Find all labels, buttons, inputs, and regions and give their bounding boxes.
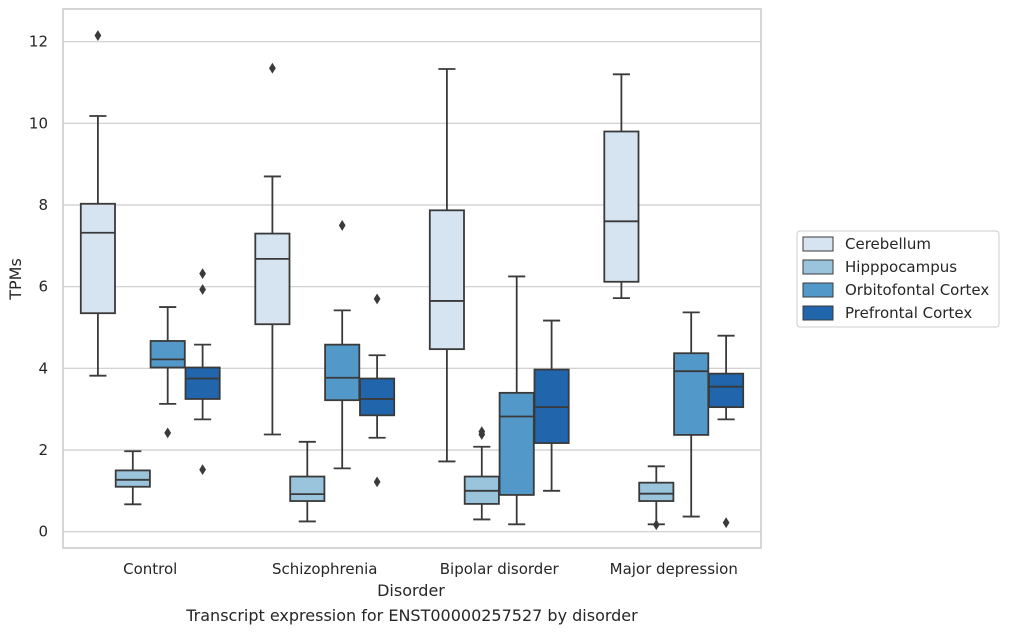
box-orbitofontal-cortex	[149, 306, 186, 439]
outlier-point	[199, 268, 206, 279]
box-cerebellum	[428, 68, 465, 463]
outlier-point	[269, 62, 276, 74]
box-cerebellum	[603, 73, 640, 300]
legend-label: Hipppocampus	[845, 258, 957, 276]
legend-swatch	[802, 305, 834, 321]
figure-caption: Transcript expression for ENST0000025752…	[186, 606, 638, 625]
box-iqr	[254, 232, 291, 326]
y-tick-label: 4	[38, 359, 48, 377]
outlier-point	[722, 517, 730, 529]
box-cerebellum	[254, 62, 291, 436]
box-iqr	[184, 366, 221, 400]
box-iqr	[603, 130, 640, 283]
y-axis-label: TPMs	[6, 258, 25, 301]
box-iqr	[114, 469, 151, 488]
legend-swatch	[802, 236, 834, 252]
box-iqr	[359, 377, 396, 417]
outlier-point	[199, 464, 206, 475]
outlier-point	[164, 427, 172, 439]
outlier-point	[373, 293, 381, 305]
y-tick-label: 2	[38, 441, 48, 459]
box-iqr	[638, 481, 675, 502]
y-tick-label: 0	[38, 523, 48, 541]
box-hipppocampus	[289, 440, 326, 523]
x-tick-label: Bipolar disorder	[440, 560, 560, 578]
box-iqr	[428, 209, 465, 351]
y-tick-label: 6	[38, 278, 48, 296]
legend-label: Prefrontal Cortex	[845, 304, 972, 322]
x-tick-label: Schizophrenia	[272, 560, 377, 578]
box-prefrontal-cortex	[184, 268, 221, 475]
box-iqr	[673, 352, 710, 436]
outlier-point	[652, 519, 660, 531]
box-orbitofontal-cortex	[673, 311, 710, 518]
box-iqr	[149, 340, 186, 369]
box-iqr	[79, 202, 116, 315]
outlier-point	[94, 30, 102, 41]
box-prefrontal-cortex	[359, 293, 396, 488]
x-axis-label: Disorder	[377, 581, 445, 600]
legend: Cerebellum Hipppocampus Orbitofontal Corte…	[796, 230, 1000, 328]
box-hipppocampus	[638, 465, 675, 531]
outlier-point	[373, 476, 381, 488]
box-iqr	[708, 372, 745, 409]
outlier-point	[478, 426, 486, 438]
box-prefrontal-cortex	[708, 334, 745, 529]
outlier-point	[199, 284, 206, 295]
y-tick-label: 10	[29, 114, 48, 132]
plot-frame	[62, 8, 762, 549]
y-tick-label: 8	[38, 196, 48, 214]
x-tick-label: Major depression	[610, 560, 738, 578]
legend-label: Orbitofontal Cortex	[845, 281, 989, 299]
box-iqr	[324, 343, 361, 402]
box-prefrontal-cortex	[533, 319, 570, 492]
legend-label: Cerebellum	[845, 235, 931, 253]
box-hipppocampus	[114, 450, 151, 506]
box-hipppocampus	[463, 426, 500, 521]
box-orbitofontal-cortex	[498, 275, 535, 526]
x-tick-label: Control	[123, 560, 177, 578]
legend-swatch	[802, 282, 834, 298]
outlier-point	[338, 220, 346, 231]
box-iqr	[289, 475, 326, 502]
box-orbitofontal-cortex	[324, 220, 361, 470]
box-cerebellum	[79, 30, 116, 377]
y-tick-label: 12	[29, 33, 48, 51]
legend-swatch	[802, 259, 834, 275]
legend-frame	[796, 230, 1000, 328]
box-iqr	[498, 391, 535, 496]
